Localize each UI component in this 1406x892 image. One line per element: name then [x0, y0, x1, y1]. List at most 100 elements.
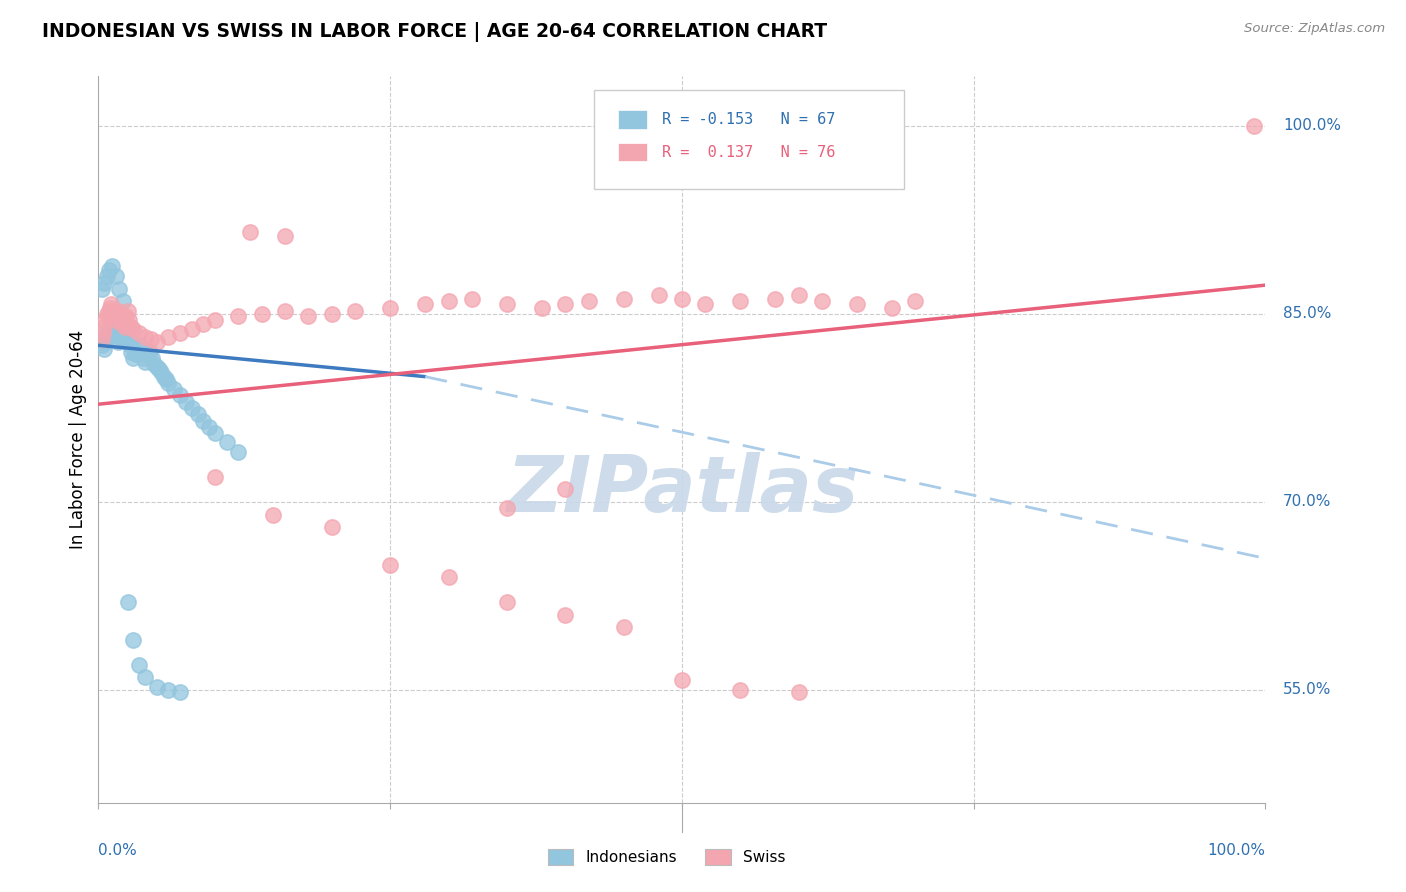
Point	[118, 313, 141, 327]
Point	[94, 334, 117, 349]
Point	[110, 313, 132, 327]
Point	[811, 294, 834, 309]
Point	[169, 388, 191, 402]
Point	[297, 310, 319, 324]
Point	[90, 332, 112, 346]
Point	[554, 297, 576, 311]
Point	[115, 310, 138, 324]
Text: Indonesians: Indonesians	[585, 850, 676, 865]
Point	[730, 683, 752, 698]
Point	[111, 332, 134, 346]
Point	[98, 319, 121, 334]
Point	[101, 307, 124, 321]
Point	[136, 347, 159, 361]
Point	[104, 319, 127, 334]
Point	[613, 620, 636, 634]
Point	[554, 607, 576, 622]
Point	[94, 313, 117, 327]
Point	[496, 501, 519, 516]
Text: R = -0.153   N = 67: R = -0.153 N = 67	[662, 112, 835, 127]
Point	[97, 263, 120, 277]
Point	[97, 310, 120, 324]
Text: Source: ZipAtlas.com: Source: ZipAtlas.com	[1244, 22, 1385, 36]
Point	[91, 332, 114, 346]
Point	[880, 301, 903, 315]
Point	[108, 282, 131, 296]
Point	[117, 595, 139, 609]
Point	[152, 369, 174, 384]
Point	[413, 297, 436, 311]
Point	[97, 322, 120, 336]
Point	[122, 632, 145, 647]
Text: INDONESIAN VS SWISS IN LABOR FORCE | AGE 20-64 CORRELATION CHART: INDONESIAN VS SWISS IN LABOR FORCE | AGE…	[42, 22, 827, 42]
Point	[127, 342, 149, 356]
Point	[97, 326, 120, 340]
Point	[120, 319, 142, 334]
Point	[134, 670, 156, 684]
Point	[146, 681, 169, 695]
Point	[150, 365, 173, 379]
Point	[174, 394, 197, 409]
Point	[204, 313, 226, 327]
Point	[1243, 119, 1265, 133]
Point	[129, 338, 152, 352]
Point	[228, 310, 250, 324]
Point	[671, 292, 693, 306]
Point	[496, 595, 519, 609]
Point	[114, 322, 136, 336]
Point	[105, 310, 128, 324]
Point	[105, 325, 128, 339]
Point	[163, 382, 186, 396]
Point	[111, 317, 134, 331]
Point	[101, 260, 124, 274]
Point	[157, 329, 180, 343]
Point	[146, 359, 169, 374]
Point	[134, 329, 156, 343]
Point	[380, 558, 402, 572]
Point	[763, 292, 786, 306]
Point	[93, 319, 115, 334]
Point	[115, 317, 138, 331]
Point	[321, 307, 343, 321]
Point	[169, 685, 191, 699]
Point	[112, 329, 135, 343]
Text: 55.0%: 55.0%	[1282, 682, 1331, 698]
Point	[108, 329, 131, 343]
Point	[215, 434, 238, 449]
Y-axis label: In Labor Force | Age 20-64: In Labor Force | Age 20-64	[69, 330, 87, 549]
Point	[262, 508, 284, 522]
Point	[100, 297, 122, 311]
Text: 85.0%: 85.0%	[1282, 307, 1331, 321]
Point	[96, 307, 118, 321]
Point	[904, 294, 927, 309]
Text: ZIPatlas: ZIPatlas	[506, 452, 858, 528]
Point	[107, 334, 129, 349]
Point	[578, 294, 600, 309]
Point	[114, 319, 136, 334]
Point	[117, 304, 139, 318]
Point	[111, 326, 134, 340]
Point	[107, 304, 129, 318]
Point	[274, 229, 297, 244]
Point	[120, 344, 142, 359]
Point	[132, 351, 155, 365]
Point	[228, 445, 250, 459]
Point	[193, 317, 215, 331]
Point	[98, 301, 121, 315]
Point	[461, 292, 484, 306]
FancyBboxPatch shape	[595, 90, 904, 188]
Point	[93, 276, 115, 290]
Point	[204, 470, 226, 484]
Point	[122, 322, 145, 336]
Point	[91, 326, 114, 340]
Point	[93, 342, 115, 356]
Point	[321, 520, 343, 534]
Point	[96, 269, 118, 284]
Point	[274, 304, 297, 318]
Point	[134, 354, 156, 368]
Point	[787, 288, 810, 302]
Point	[198, 419, 221, 434]
Point	[128, 657, 150, 672]
Bar	[706, 849, 731, 865]
Point	[101, 325, 124, 339]
